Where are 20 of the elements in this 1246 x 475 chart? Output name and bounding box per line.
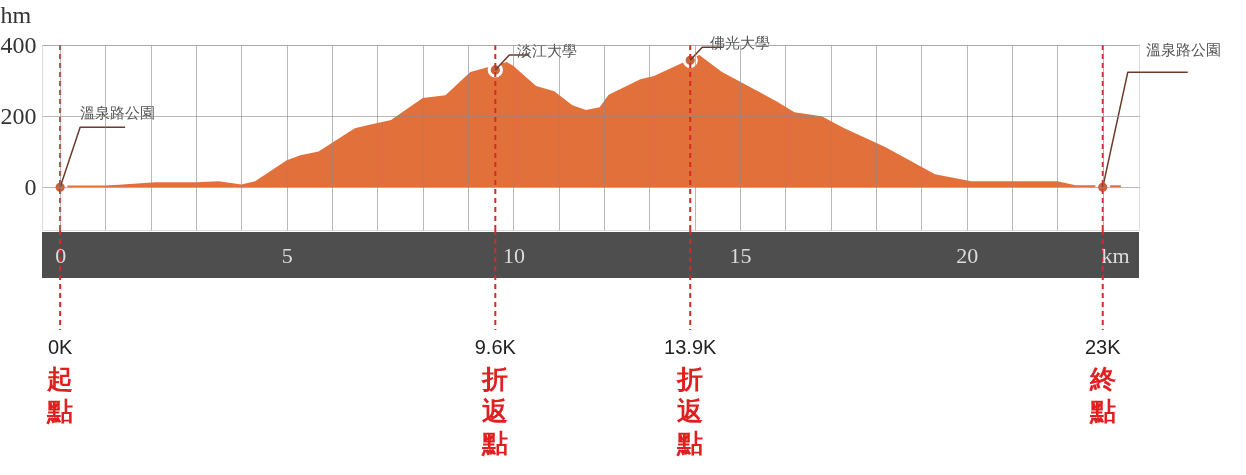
text: 起點: [46, 364, 74, 426]
ref-line-label: 9.6K: [474, 336, 517, 358]
ref-line-label: 23K: [1084, 336, 1122, 358]
ref-line-label: 13.9K: [664, 336, 718, 358]
text: 終點: [1088, 364, 1116, 426]
y-tick-label: 200: [0, 102, 37, 129]
annotation: 溫泉路公園: [1145, 41, 1221, 59]
text: 折返點: [481, 364, 509, 458]
y-tick-label: 0: [24, 173, 37, 200]
x-tick-label: 15: [729, 242, 752, 268]
y-tick-label: 400: [0, 31, 37, 58]
x-axis-title: km: [1101, 242, 1130, 268]
y-axis-title: hm: [0, 1, 32, 28]
x-tick-label: 20: [956, 242, 979, 268]
x-tick-label: 5: [281, 242, 293, 268]
x-tick-label: 0: [55, 242, 67, 268]
text: 折返點: [676, 364, 704, 458]
ref-line-label: 0K: [47, 336, 74, 358]
annotation: 溫泉路公園: [80, 104, 156, 122]
x-tick-label: 10: [502, 242, 525, 268]
